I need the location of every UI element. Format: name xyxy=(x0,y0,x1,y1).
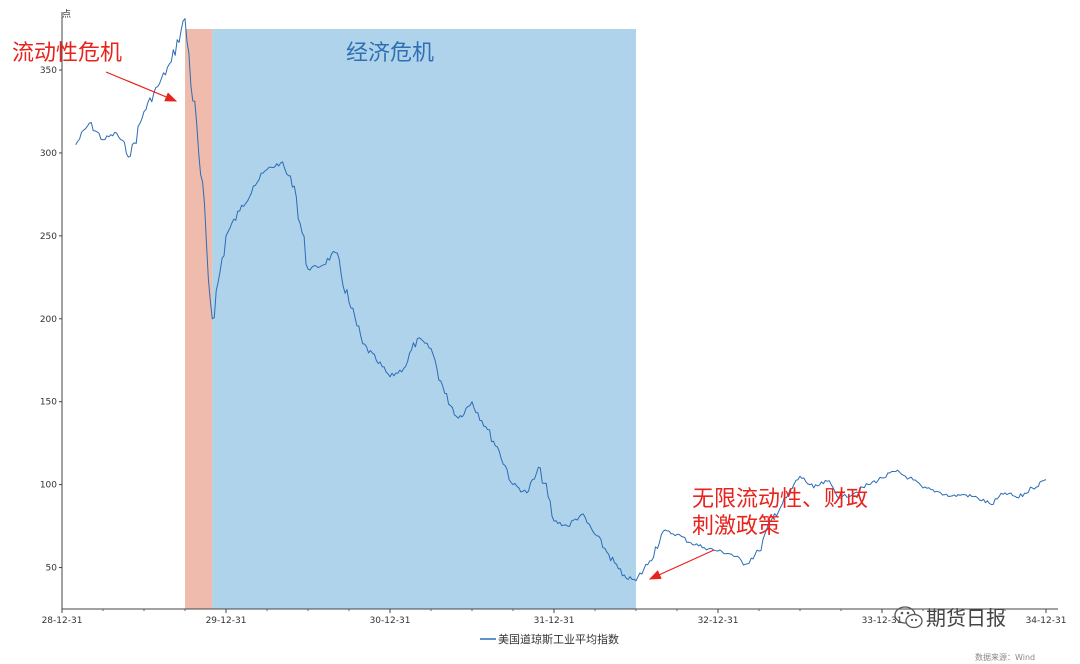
wechat-icon xyxy=(894,606,923,629)
axes xyxy=(59,12,1058,613)
watermark-text: 期货日报 xyxy=(926,606,1006,630)
x-tick-label: 29-12-31 xyxy=(206,616,247,626)
data-source: 数据来源：Wind xyxy=(975,652,1035,662)
shade-period-0 xyxy=(185,29,213,609)
legend: 美国道琼斯工业平均指数 xyxy=(480,632,619,646)
x-tick-label: 30-12-31 xyxy=(370,616,411,626)
y-tick-label: 350 xyxy=(40,66,57,76)
annotation-arrow-policy xyxy=(648,549,715,580)
y-tick-label: 100 xyxy=(40,481,57,491)
annotation-policy-line1: 无限流动性、财政 xyxy=(692,487,868,512)
y-tick-label: 50 xyxy=(46,564,58,574)
y-tick-label: 300 xyxy=(40,149,57,159)
watermark: 期货日报 xyxy=(894,606,1006,630)
x-tick-label: 34-12-31 xyxy=(1026,616,1067,626)
y-tick-label: 150 xyxy=(40,398,57,408)
annotation-liquidity-crisis: 流动性危机 xyxy=(12,41,122,66)
tick-labels: 50 100 150 200 250 300 350 28-12-31 29-12-31 30-1… xyxy=(40,66,1067,626)
annotation-policy-line2: 刺激政策 xyxy=(692,514,780,539)
x-tick-label: 33-12-31 xyxy=(862,616,903,626)
x-tick-label: 28-12-31 xyxy=(42,616,83,626)
y-tick-label: 200 xyxy=(40,315,57,325)
x-tick-label: 31-12-31 xyxy=(534,616,575,626)
annotation-arrow-liquidity xyxy=(105,71,178,102)
annotation-economic-crisis: 经济危机 xyxy=(346,41,434,66)
series-line-0 xyxy=(75,18,1047,582)
shade-period-1 xyxy=(212,29,637,609)
y-unit-label: 点 xyxy=(62,9,71,20)
x-tick-label: 32-12-31 xyxy=(698,616,739,626)
y-tick-label: 250 xyxy=(40,232,57,242)
shaded-periods xyxy=(185,29,637,609)
legend-label: 美国道琼斯工业平均指数 xyxy=(498,632,619,646)
series-lines xyxy=(75,18,1047,582)
